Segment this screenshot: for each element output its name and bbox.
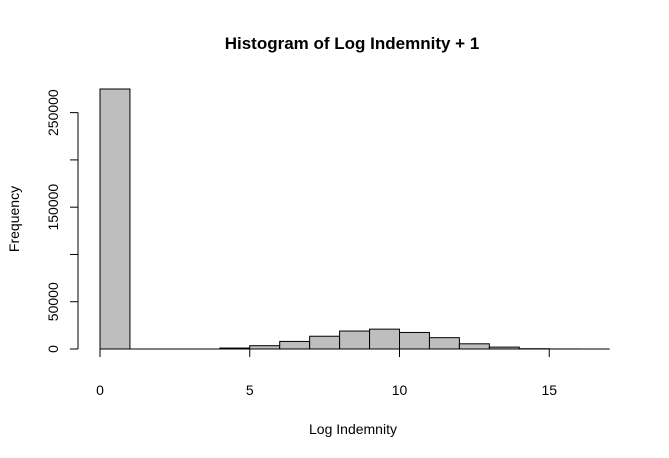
histogram-bar: [399, 331, 430, 350]
histogram-bar: [309, 335, 341, 350]
x-tick-label: 0: [96, 382, 104, 398]
histogram-bar: [339, 330, 371, 350]
bars-group: [99, 88, 610, 350]
x-axis-label: Log Indemnity: [309, 421, 397, 437]
y-axis-label: Frequency: [6, 186, 22, 252]
x-tick-label: 10: [392, 382, 408, 398]
x-tick-label: 15: [541, 382, 557, 398]
histogram-bar: [428, 337, 460, 350]
y-tick-label: 50000: [45, 282, 61, 321]
y-tick-label: 250000: [45, 89, 61, 136]
histogram-bar: [99, 88, 131, 350]
y-tick-label: 0: [45, 345, 61, 353]
histogram-bar: [458, 343, 490, 350]
chart-title: Histogram of Log Indemnity + 1: [225, 34, 480, 53]
x-axis: 0 5 10 15: [96, 348, 610, 398]
histogram-bar: [369, 328, 400, 350]
x-tick-label: 5: [246, 382, 254, 398]
histogram-bar: [279, 340, 311, 350]
y-axis: 0 50000 150000 250000: [45, 89, 79, 353]
y-tick-label: 150000: [45, 184, 61, 231]
